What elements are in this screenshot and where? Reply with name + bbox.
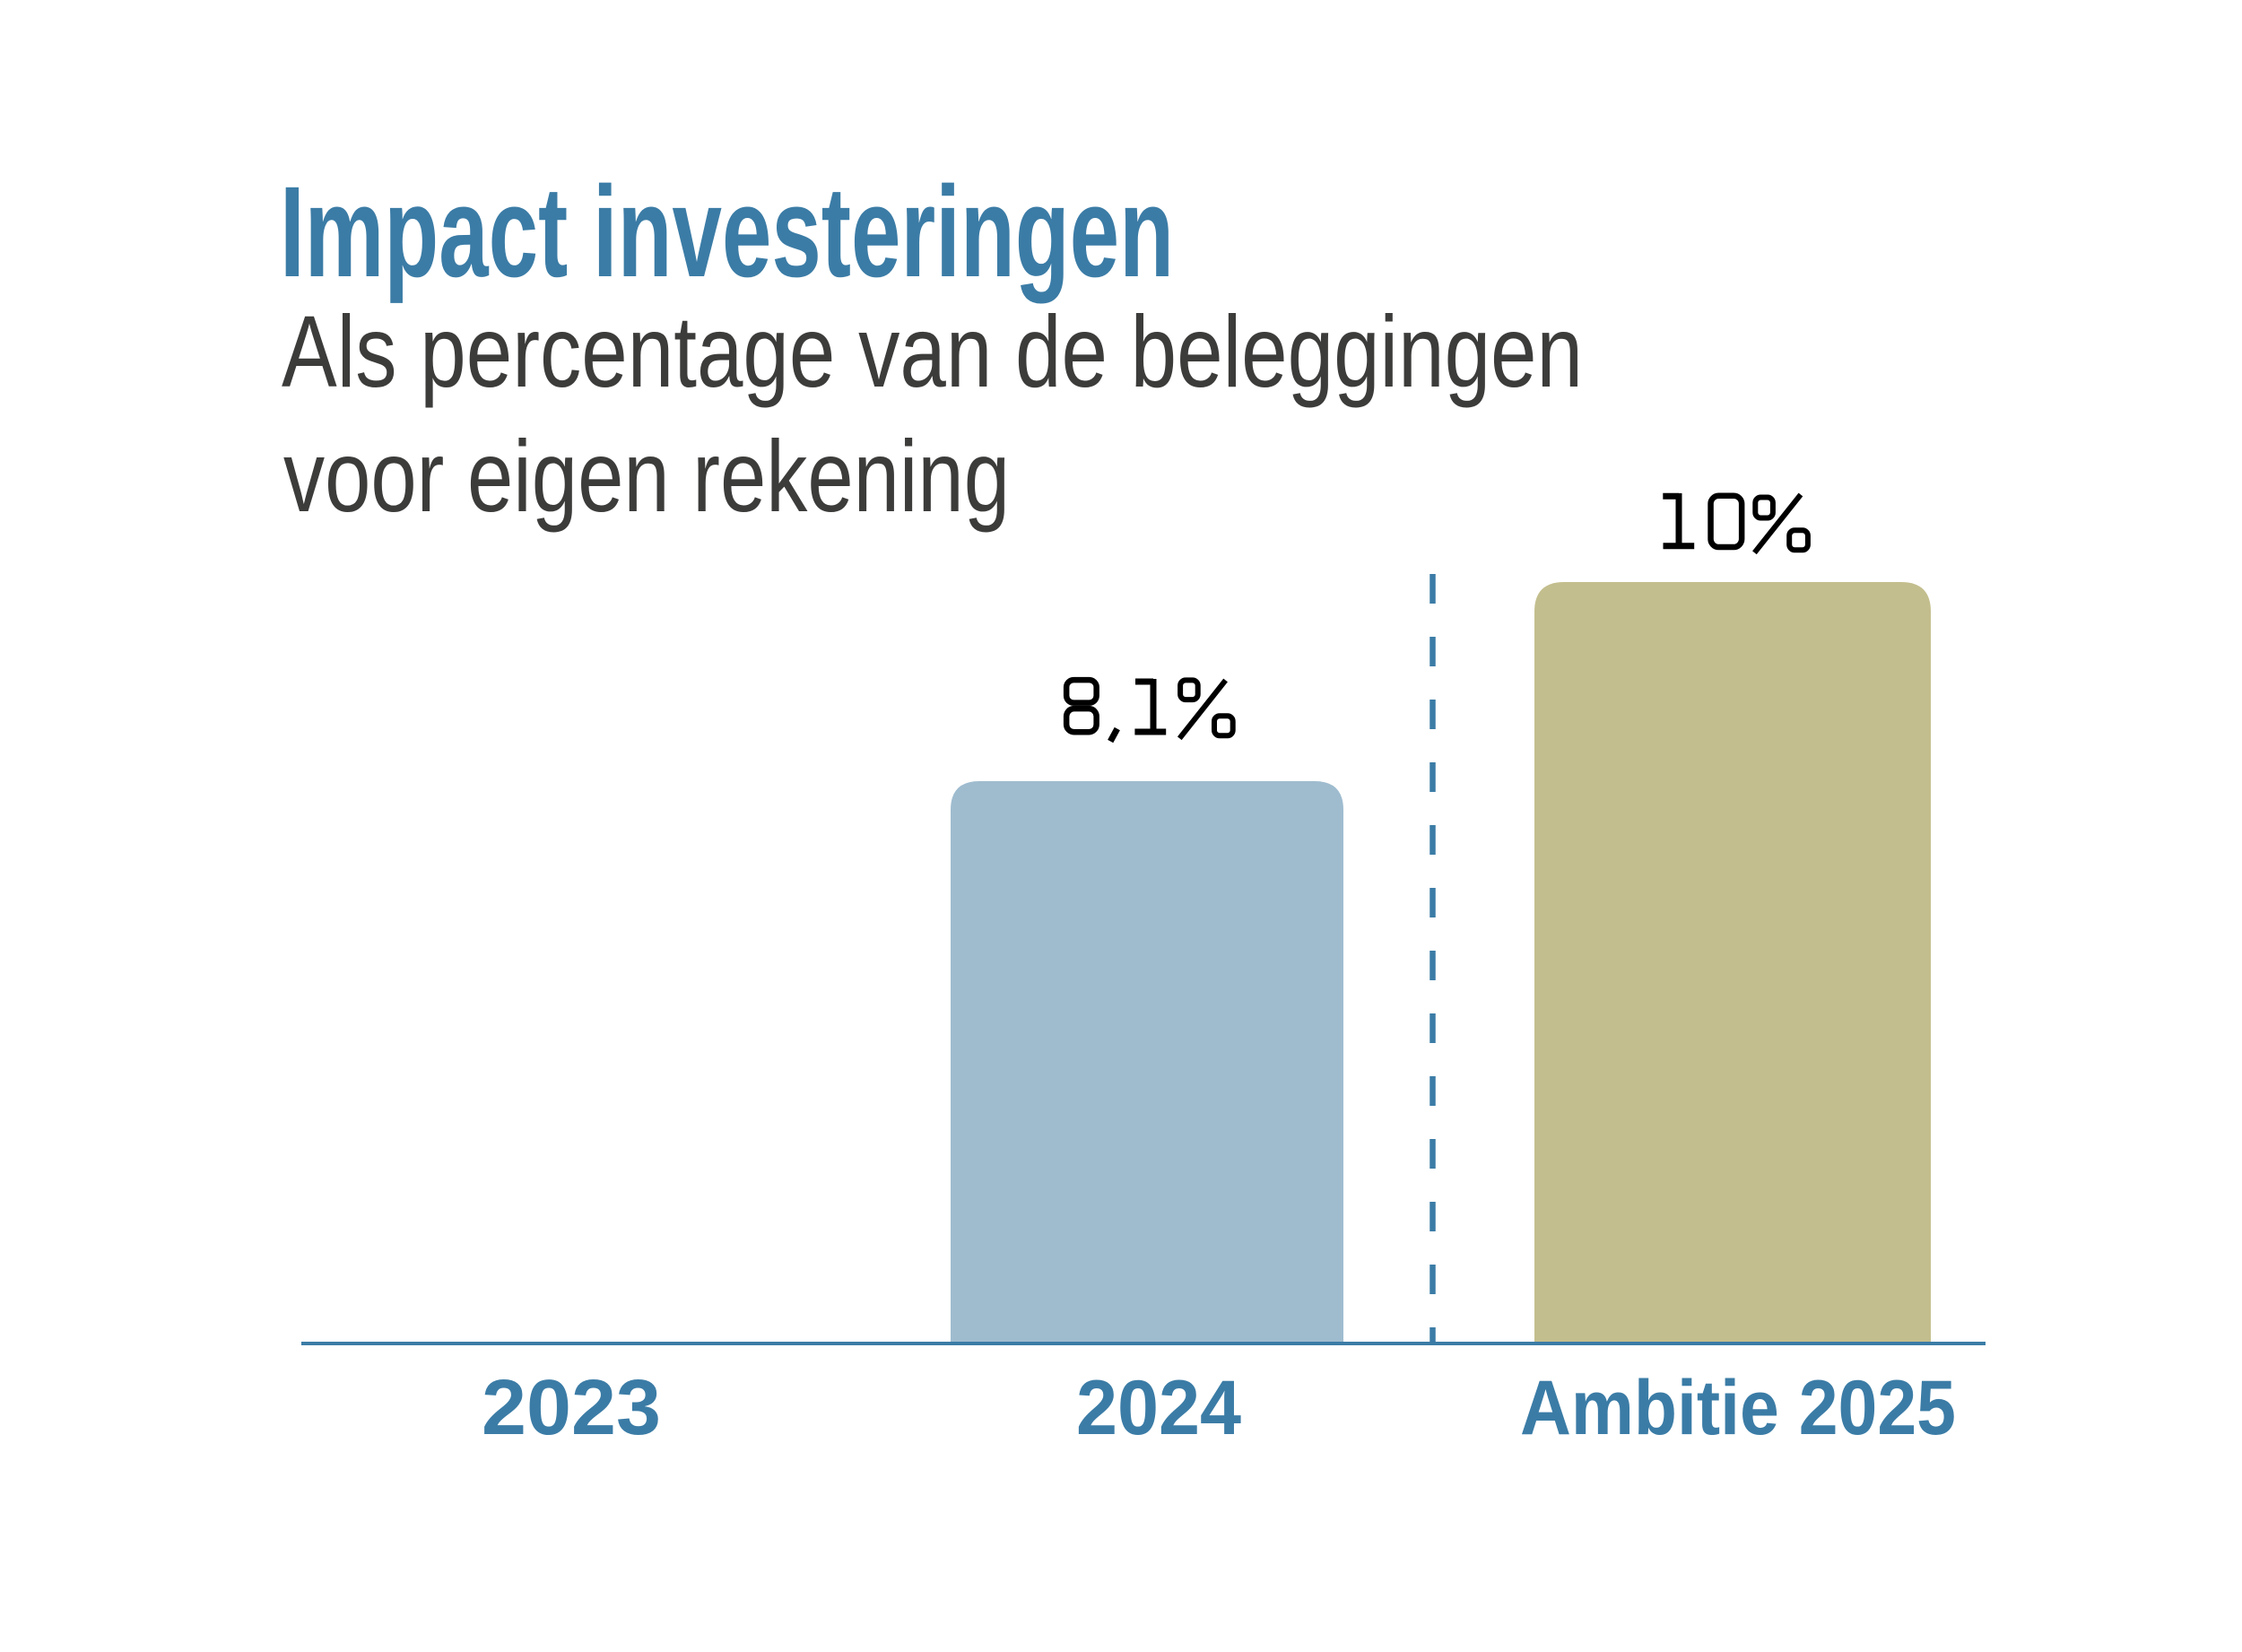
svg-text:voor eigen rekening: voor eigen rekening (283, 420, 1010, 533)
svg-text:Als percentage van de beleggin: Als percentage van de beleggingen (282, 295, 1583, 408)
svg-text:Ambitie 2025: Ambitie 2025 (1520, 1365, 1956, 1451)
svg-text:Impact investeringen: Impact investeringen (280, 160, 1174, 304)
svg-text:2023: 2023 (482, 1364, 661, 1451)
svg-text:2024: 2024 (1076, 1365, 1241, 1451)
